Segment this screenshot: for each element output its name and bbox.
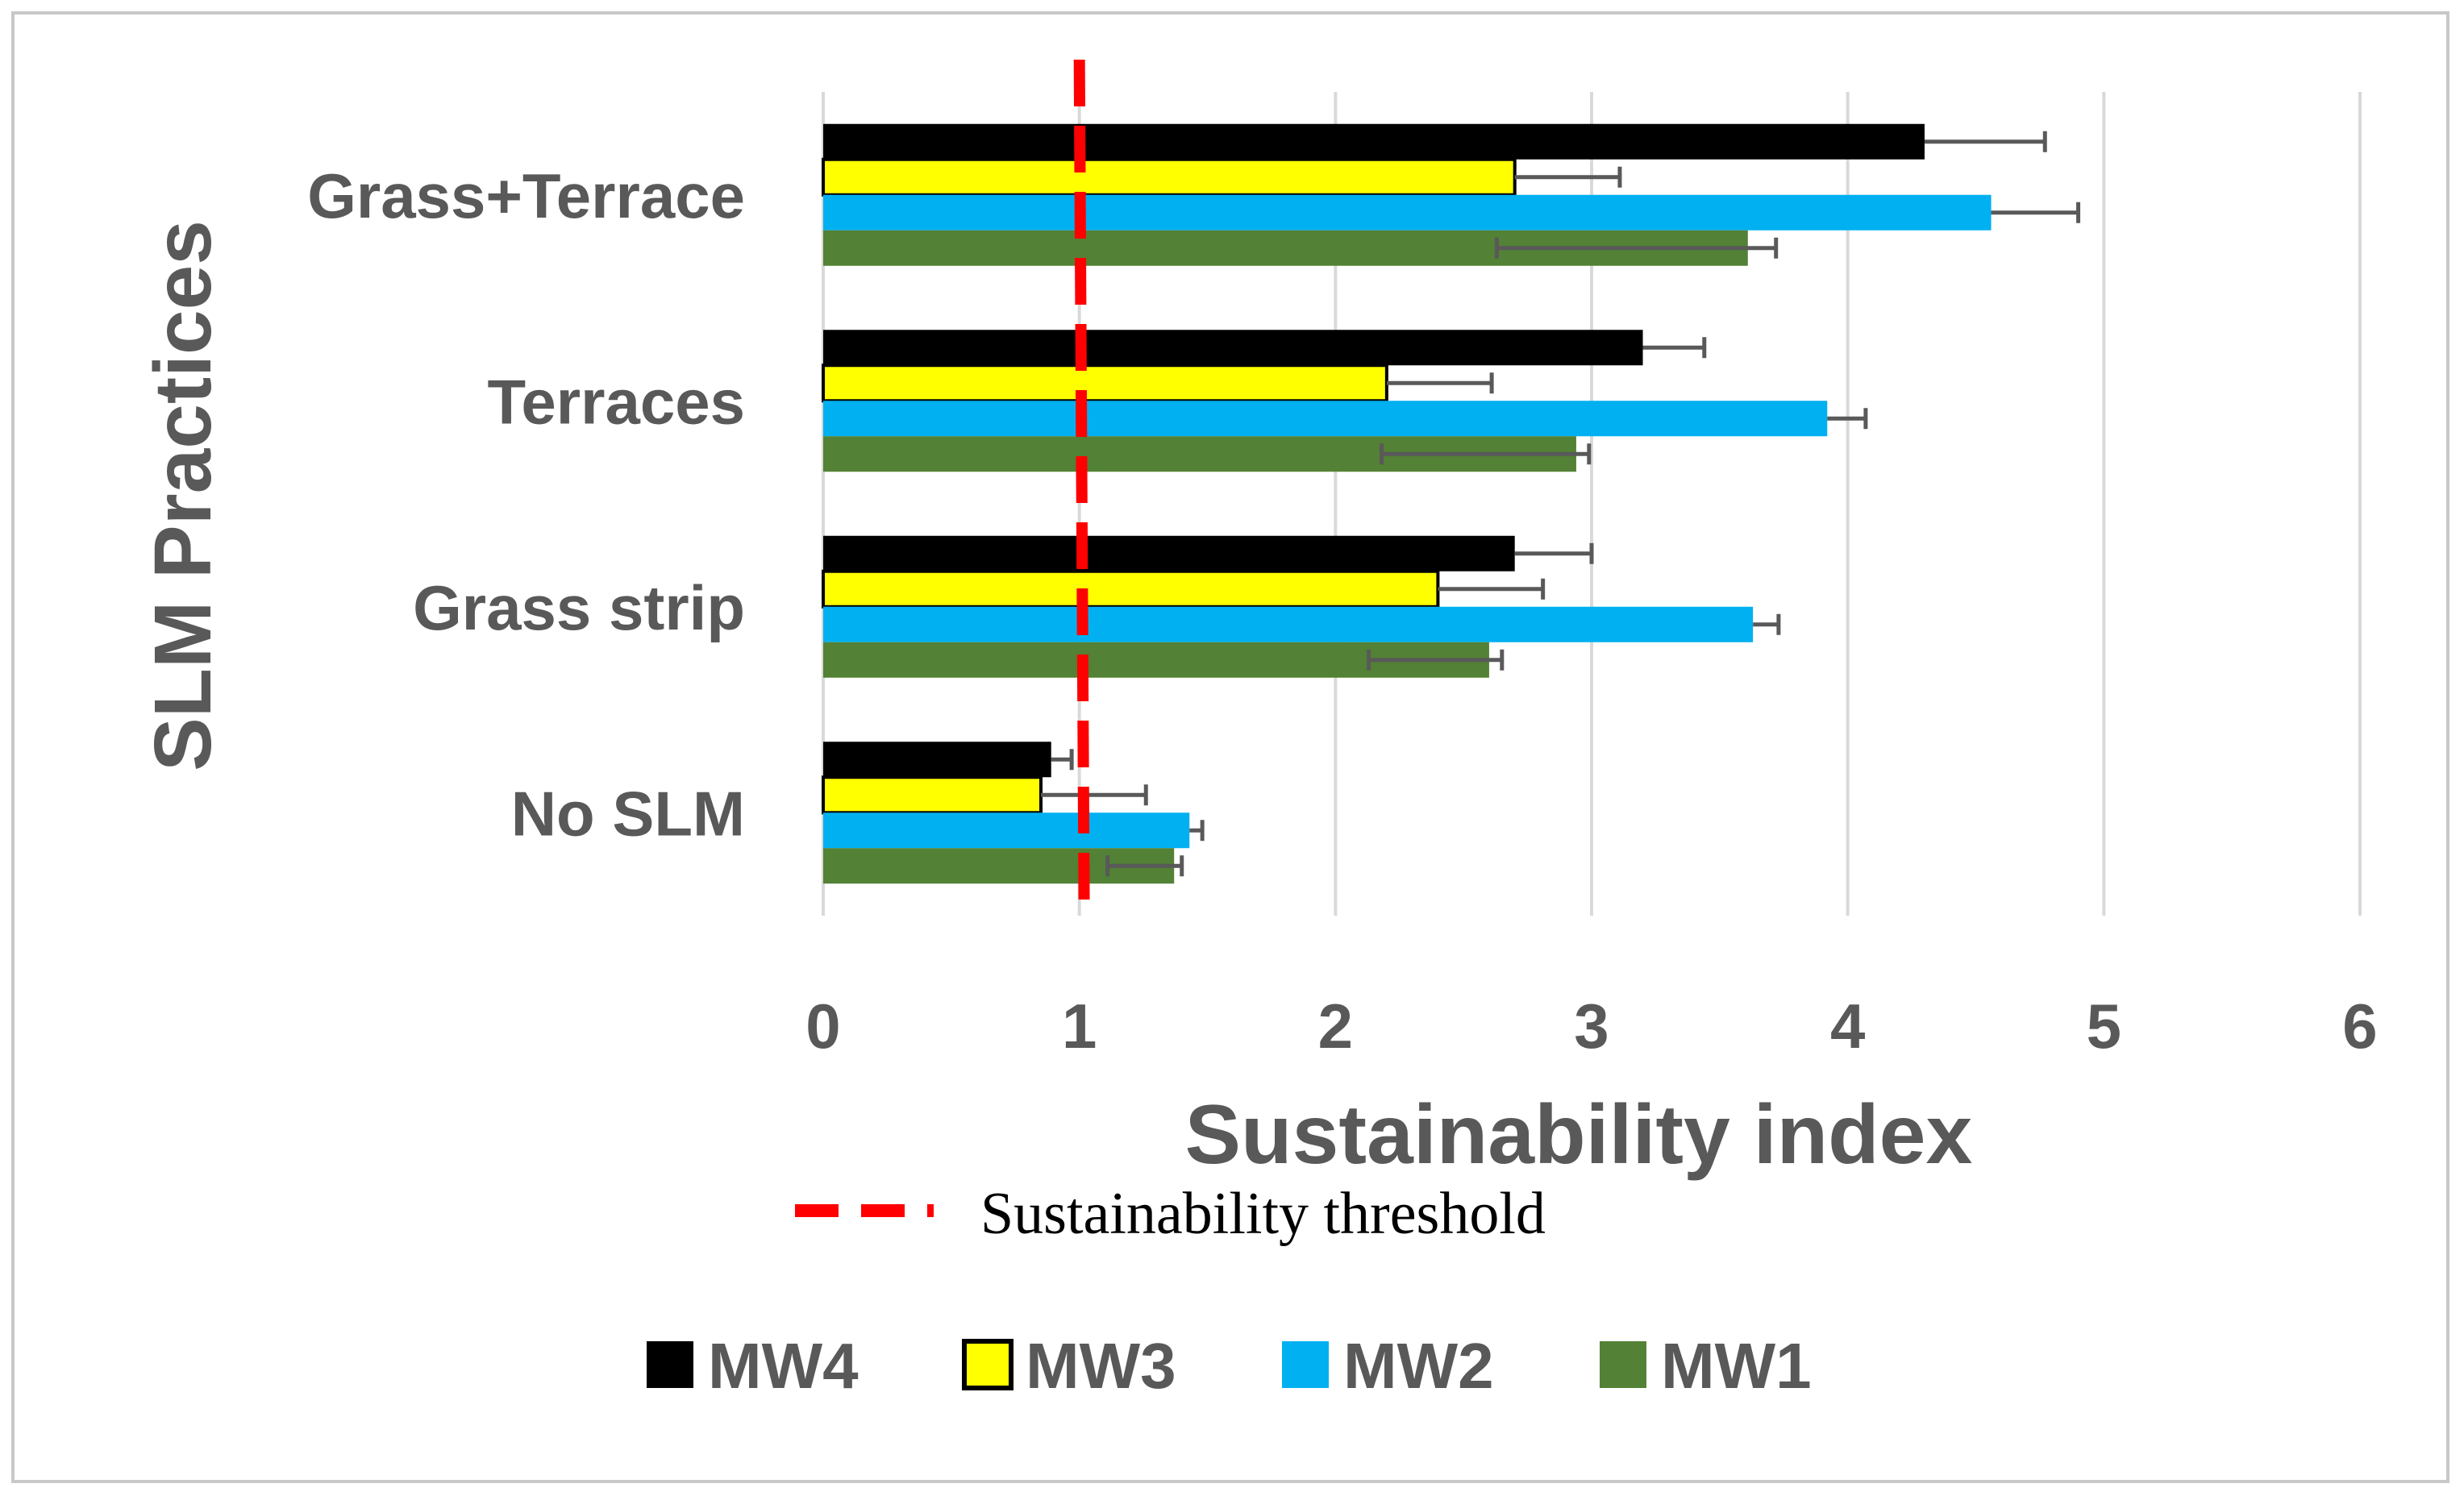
error-bars-group	[1041, 131, 2081, 877]
x-tick-label: 6	[2342, 991, 2377, 1062]
bar-chart: 0 1 2 3 4 5 6 Grass+Terrace Terraces Grass strip…	[138, 59, 2378, 1402]
error-bar-mw2-0	[1991, 202, 2081, 223]
threshold-line	[1073, 59, 1090, 916]
legend-swatch-mw1	[1600, 1341, 1646, 1388]
x-tick-label: 2	[1318, 991, 1353, 1062]
legend-item-mw4: MW4	[647, 1330, 859, 1402]
error-bar-mw1-3	[1105, 855, 1184, 877]
bars-group	[822, 123, 1992, 884]
error-bar-mw2-2	[1753, 613, 1781, 635]
bar-mw4-3	[823, 742, 1051, 778]
category-label: Grass strip	[413, 572, 745, 643]
category-label: Grass+Terrace	[307, 160, 745, 231]
legend-label: MW2	[1343, 1330, 1494, 1402]
bar-mw3-3	[822, 775, 1043, 815]
bar-mw3-0	[822, 157, 1517, 197]
threshold-legend-label: Sustainability threshold	[980, 1181, 1546, 1247]
bar-mw2-3	[823, 812, 1190, 849]
category-labels: Grass+Terrace Terraces Grass strip No SLM	[307, 160, 745, 850]
x-tick-label: 3	[1574, 991, 1609, 1062]
error-bar-mw4-0	[1924, 131, 2047, 152]
bar-mw3-2	[822, 569, 1440, 609]
bar-mw2-0	[823, 194, 1992, 231]
error-bar-mw4-1	[1642, 337, 1707, 359]
bar-mw3-1	[822, 364, 1388, 403]
y-axis-title: SLM Practices	[138, 220, 228, 771]
error-bar-mw4-3	[1051, 749, 1074, 771]
bar-mw4-1	[823, 330, 1643, 366]
error-bar-mw3-2	[1438, 578, 1546, 600]
error-bar-mw1-1	[1380, 443, 1592, 465]
legend-swatch-mw3	[962, 1339, 1013, 1390]
x-axis-title: Sustainability index	[1185, 1088, 1973, 1182]
legend-item-mw1: MW1	[1600, 1330, 1812, 1402]
category-label: No SLM	[511, 778, 745, 849]
legend-label: MW1	[1661, 1330, 1812, 1402]
legend-item-mw2: MW2	[1282, 1330, 1494, 1402]
error-bar-mw3-1	[1386, 372, 1494, 394]
category-label: Terraces	[488, 366, 745, 437]
threshold-line-group	[1073, 59, 1090, 916]
x-tick-label: 0	[805, 991, 840, 1062]
x-tick-label: 4	[1830, 991, 1865, 1062]
error-bar-mw1-2	[1367, 649, 1505, 671]
error-bar-mw4-2	[1514, 542, 1594, 564]
chart-frame: 0 1 2 3 4 5 6 Grass+Terrace Terraces Grass strip…	[11, 11, 2449, 1483]
series-legend: MW4 MW3 MW2 MW1	[647, 1330, 1812, 1402]
bar-mw4-0	[823, 123, 1925, 160]
legend-item-mw3: MW3	[962, 1330, 1176, 1402]
legend-swatch-mw4	[647, 1341, 693, 1388]
bar-mw2-2	[823, 606, 1754, 642]
legend-swatch-mw2	[1282, 1341, 1329, 1388]
bar-mw4-2	[823, 535, 1515, 571]
error-bar-mw1-0	[1494, 237, 1779, 259]
threshold-legend: Sustainability threshold	[795, 1181, 1546, 1247]
x-tick-label: 5	[2087, 991, 2121, 1062]
legend-label: MW4	[708, 1330, 859, 1402]
x-tick-label: 1	[1062, 991, 1097, 1062]
error-bar-mw3-0	[1514, 166, 1622, 188]
error-bar-mw2-1	[1827, 408, 1868, 430]
x-tick-labels: 0 1 2 3 4 5 6	[805, 991, 2377, 1062]
error-bar-mw2-3	[1189, 820, 1205, 842]
bar-mw2-1	[823, 401, 1828, 437]
error-bar-mw3-3	[1041, 784, 1148, 806]
legend-label: MW3	[1026, 1330, 1176, 1402]
